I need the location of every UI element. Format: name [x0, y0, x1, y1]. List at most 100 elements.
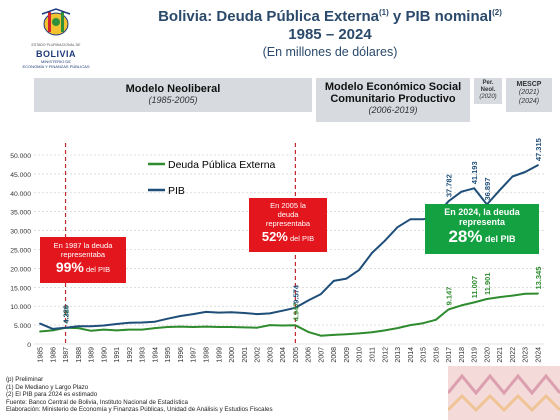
point-debt-1991	[115, 329, 118, 332]
point-pib-2007	[320, 293, 322, 296]
title-mid: y PIB nominal	[388, 8, 493, 25]
point-pib-1986	[51, 327, 54, 330]
x-tick-label: 1996	[178, 347, 185, 363]
point-debt-1997	[192, 326, 195, 328]
point-pib-1990	[102, 324, 105, 327]
point-debt-2018	[460, 304, 463, 307]
data-label-debt-2024: 13.345	[534, 267, 543, 290]
point-debt-2011	[371, 331, 373, 334]
point-pib-2009	[345, 277, 348, 280]
point-debt-2020	[486, 298, 488, 300]
period-neol-line2: Neol.	[480, 87, 496, 93]
callout-1987-line1: En 1987 la deuda	[53, 241, 113, 250]
title-sup2: (2)	[492, 8, 502, 17]
data-label-pib-2024: 47.315	[534, 138, 543, 161]
point-pib-2006	[307, 299, 310, 302]
point-debt-1998	[205, 325, 207, 328]
point-debt-2002	[256, 326, 258, 329]
x-tick-label: 2017	[446, 347, 453, 363]
point-pib-2002	[256, 313, 258, 316]
callout-2024-line2: representa	[458, 217, 506, 227]
point-debt-1994	[154, 327, 156, 330]
point-debt-2023	[524, 292, 527, 295]
x-tick-label: 2014	[408, 347, 415, 363]
note-preliminar: (p) Preliminar	[6, 376, 44, 383]
point-debt-1986	[51, 329, 54, 332]
point-pib-2024	[537, 164, 539, 167]
period-mescp2-years2: (2024)	[518, 98, 540, 105]
point-pib-1992	[128, 321, 131, 324]
ministry-logo: ESTADO PLURINACIONAL DE BOLIVIA MINISTER…	[6, 8, 106, 78]
point-pib-2000	[230, 311, 233, 314]
x-tick-label: 2021	[497, 347, 504, 363]
point-debt-2014	[409, 324, 412, 326]
period-neol-line1: Per.	[482, 80, 494, 86]
point-pib-2022	[511, 175, 514, 178]
point-pib-2013	[396, 226, 399, 229]
point-debt-2019	[473, 301, 476, 304]
period-mescp-line1: Modelo Económico Social	[324, 81, 462, 93]
point-pib-2015	[422, 218, 424, 221]
period-neoliberal: Modelo Neoliberal (1985-2005)	[34, 78, 312, 112]
point-debt-2003	[268, 324, 271, 326]
point-pib-2019	[473, 187, 476, 190]
callout-2024-pct: 28%	[448, 227, 483, 246]
point-debt-2016	[434, 318, 437, 321]
period-mescp-years: (2006-2019)	[368, 105, 418, 115]
point-debt-2012	[383, 329, 386, 332]
point-pib-1999	[217, 311, 220, 314]
chart-title: Bolivia: Deuda Pública Externa(1) y PIB …	[110, 4, 550, 26]
logo-name: BOLIVIA	[35, 49, 76, 59]
point-pib-2017	[447, 200, 450, 203]
period-neol-years: (2020)	[479, 94, 497, 100]
point-pib-2011	[371, 252, 373, 254]
title-main: Bolivia: Deuda Pública Externa	[158, 8, 379, 25]
x-tick-label: 1993	[140, 347, 147, 363]
point-pib-1991	[115, 323, 118, 325]
x-tick-label: 2020	[484, 347, 491, 363]
period-neoliberal-label: Modelo Neoliberal	[125, 83, 221, 95]
point-debt-1985	[39, 330, 41, 333]
y-tick-label: 30.000	[10, 229, 31, 236]
callout-1987-line2: representaba	[60, 250, 106, 259]
point-pib-2023	[524, 171, 527, 173]
x-tick-label: 1997	[191, 347, 198, 363]
point-pib-2018	[460, 190, 463, 193]
x-tick-label: 2011	[370, 347, 377, 362]
legend-pib-label: PIB	[168, 185, 185, 197]
callout-2005-line1: En 2005 la	[270, 201, 306, 210]
y-tick-label: 35.000	[10, 210, 31, 217]
point-debt-2013	[396, 327, 399, 330]
point-debt-2021	[498, 296, 501, 299]
chart-title-block: Bolivia: Deuda Pública Externa(1) y PIB …	[110, 4, 550, 60]
x-tick-label: 2015	[421, 347, 428, 363]
data-label-debt-2019: 11.007	[470, 276, 479, 299]
x-tick-label: 1987	[63, 347, 70, 363]
data-label-debt-2005: 4.947	[291, 303, 300, 322]
chart-units: (En millones de dólares)	[262, 45, 398, 59]
point-pib-2004	[281, 309, 284, 312]
x-tick-label: 2002	[255, 347, 262, 363]
point-debt-2000	[230, 326, 233, 328]
period-mescp: Modelo Económico Social Comunitario Prod…	[316, 78, 470, 122]
point-debt-1990	[102, 328, 105, 331]
callout-1987: En 1987 la deuda representaba 99% del PI…	[40, 237, 126, 283]
x-tick-label: 1991	[114, 347, 121, 363]
decorative-pattern	[448, 366, 560, 420]
point-pib-2014	[409, 218, 412, 221]
y-tick-label: 40.000	[10, 191, 31, 198]
point-debt-1996	[179, 325, 182, 328]
title-sup1: (1)	[378, 8, 389, 17]
x-tick-label: 2016	[433, 347, 440, 363]
y-tick-label: 20.000	[10, 266, 31, 273]
point-debt-2005	[294, 324, 297, 327]
point-debt-2001	[243, 326, 246, 329]
y-tick-label: 25.000	[10, 248, 31, 255]
x-tick-label: 2006	[306, 347, 313, 363]
x-tick-label: 1985	[38, 347, 45, 363]
point-debt-2008	[332, 334, 335, 336]
x-tick-label: 2009	[344, 347, 351, 363]
point-pib-1997	[192, 313, 195, 316]
callout-2024: En 2024, la deuda representa 28% del PIB	[425, 204, 539, 254]
data-label-pib-1987: 4.320	[62, 305, 71, 324]
